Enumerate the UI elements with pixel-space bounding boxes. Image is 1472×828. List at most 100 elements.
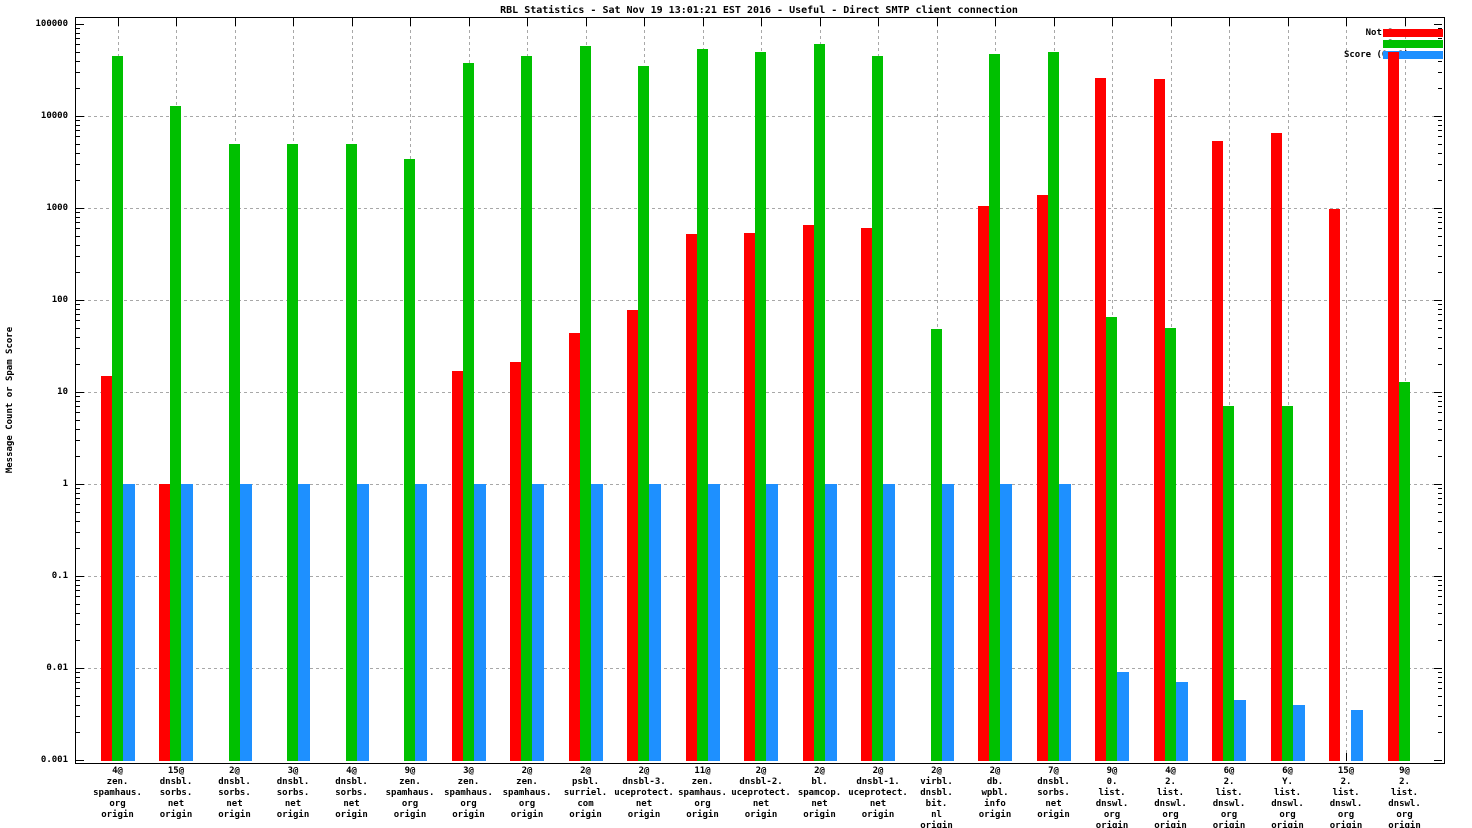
legend-item: Spam bbox=[1100, 39, 1445, 49]
y-minor-tick-left bbox=[76, 60, 80, 62]
y-minor-tick-left bbox=[76, 603, 80, 605]
bar-spam bbox=[170, 105, 181, 761]
y-tick-label: 1 bbox=[62, 479, 68, 489]
bar-not-spam bbox=[510, 362, 521, 761]
y-minor-tick-left bbox=[76, 336, 80, 338]
bar-spam bbox=[1106, 317, 1117, 761]
y-minor-tick-left bbox=[76, 532, 80, 534]
bar-score bbox=[415, 484, 427, 761]
y-major-tick-right bbox=[1434, 300, 1442, 301]
x-tick-top bbox=[995, 18, 996, 26]
y-major-tick-right bbox=[1434, 576, 1442, 577]
bar-score bbox=[1117, 672, 1129, 761]
y-tick-label: 100000 bbox=[35, 19, 68, 29]
y-minor-tick-left bbox=[76, 130, 80, 132]
y-minor-tick-right bbox=[1438, 532, 1442, 534]
x-tick-top bbox=[117, 18, 119, 26]
y-minor-tick-left bbox=[76, 308, 80, 310]
x-tick-label: 9@ 0. list. dnswl. org origin bbox=[1095, 766, 1129, 828]
bar-spam bbox=[813, 44, 825, 761]
y-minor-tick-left bbox=[76, 419, 80, 421]
y-major-tick-left bbox=[76, 760, 84, 761]
y-major-tick-right bbox=[1434, 116, 1442, 117]
y-minor-tick-left bbox=[76, 612, 80, 614]
y-minor-tick-right bbox=[1438, 520, 1442, 522]
y-minor-tick-right bbox=[1438, 676, 1442, 678]
y-minor-tick-right bbox=[1438, 256, 1442, 258]
bar-score bbox=[1292, 704, 1305, 761]
bar-spam bbox=[345, 143, 357, 761]
y-major-tick-right bbox=[1434, 668, 1442, 669]
bar-score bbox=[824, 484, 837, 761]
y-minor-tick-left bbox=[76, 672, 80, 674]
y-minor-tick-right bbox=[1438, 406, 1442, 408]
y-minor-tick-left bbox=[76, 72, 80, 74]
y-minor-tick-left bbox=[76, 88, 80, 90]
x-tick-label: 4@ 2. list. dnswl. org origin bbox=[1154, 766, 1187, 828]
y-minor-tick-left bbox=[76, 548, 80, 550]
x-tick-top bbox=[1229, 18, 1230, 26]
bar-score bbox=[1000, 484, 1012, 761]
x-tick-top bbox=[176, 18, 177, 26]
y-minor-tick-left bbox=[76, 44, 80, 46]
y-minor-tick-left bbox=[76, 688, 80, 690]
bar-score bbox=[649, 484, 661, 761]
y-minor-tick-left bbox=[76, 488, 80, 490]
y-major-tick-right bbox=[1434, 484, 1442, 485]
y-minor-tick-right bbox=[1438, 603, 1442, 605]
y-minor-tick-right bbox=[1438, 596, 1442, 598]
x-tick-label: 2@ zen. spamhaus. org origin bbox=[502, 766, 552, 820]
y-minor-tick-left bbox=[76, 235, 80, 237]
bar-score bbox=[1058, 484, 1071, 761]
x-tick-top bbox=[644, 18, 645, 26]
bar-not-spam bbox=[744, 233, 755, 761]
x-tick-top bbox=[1287, 18, 1289, 26]
y-minor-tick-right bbox=[1438, 212, 1442, 214]
legend: Not SpamSpamScore (0..1) bbox=[1100, 28, 1445, 68]
y-minor-tick-left bbox=[76, 584, 80, 586]
x-tick-label: 9@ 2. list. dnswl. org origin bbox=[1388, 766, 1421, 828]
y-minor-tick-right bbox=[1438, 120, 1442, 122]
bar-not-spam bbox=[100, 375, 112, 761]
y-minor-tick-right bbox=[1438, 336, 1442, 338]
y-minor-tick-left bbox=[76, 716, 80, 718]
chart-title: RBL Statistics - Sat Nov 19 13:01:21 EST… bbox=[500, 5, 1018, 16]
bar-score bbox=[239, 484, 252, 761]
y-minor-tick-left bbox=[76, 400, 80, 402]
y-minor-tick-left bbox=[76, 120, 80, 122]
bar-spam bbox=[287, 143, 298, 761]
y-minor-tick-right bbox=[1438, 228, 1442, 230]
x-tick-top bbox=[819, 18, 821, 26]
y-minor-tick-right bbox=[1438, 60, 1442, 62]
y-minor-tick-right bbox=[1438, 304, 1442, 306]
y-minor-tick-left bbox=[76, 412, 80, 414]
y-minor-tick-left bbox=[76, 498, 80, 500]
y-minor-tick-left bbox=[76, 152, 80, 154]
y-minor-tick-left bbox=[76, 440, 80, 442]
x-tick-label: 15@ 2. list. dnswl. org origin bbox=[1329, 766, 1363, 828]
bar-spam bbox=[228, 143, 240, 761]
y-minor-tick-right bbox=[1438, 732, 1442, 734]
bar-score bbox=[707, 484, 720, 761]
y-minor-tick-right bbox=[1438, 222, 1442, 224]
x-tick-top bbox=[351, 18, 353, 26]
y-minor-tick-right bbox=[1438, 130, 1442, 132]
y-major-tick-left bbox=[76, 208, 84, 209]
bar-not-spam bbox=[861, 228, 872, 761]
x-tick-top bbox=[702, 18, 704, 26]
y-minor-tick-right bbox=[1438, 320, 1442, 322]
y-minor-tick-left bbox=[76, 320, 80, 322]
y-minor-tick-left bbox=[76, 520, 80, 522]
y-minor-tick-right bbox=[1438, 688, 1442, 690]
y-minor-tick-right bbox=[1438, 396, 1442, 398]
legend-swatch bbox=[1383, 40, 1443, 48]
y-minor-tick-left bbox=[76, 590, 80, 592]
y-minor-tick-right bbox=[1438, 498, 1442, 500]
y-minor-tick-left bbox=[76, 456, 80, 458]
y-minor-tick-left bbox=[76, 406, 80, 408]
bar-not-spam bbox=[568, 332, 580, 761]
y-minor-tick-left bbox=[76, 695, 80, 697]
bar-score bbox=[298, 484, 310, 761]
bar-spam bbox=[755, 51, 766, 761]
legend-item: Not Spam bbox=[1100, 28, 1445, 38]
